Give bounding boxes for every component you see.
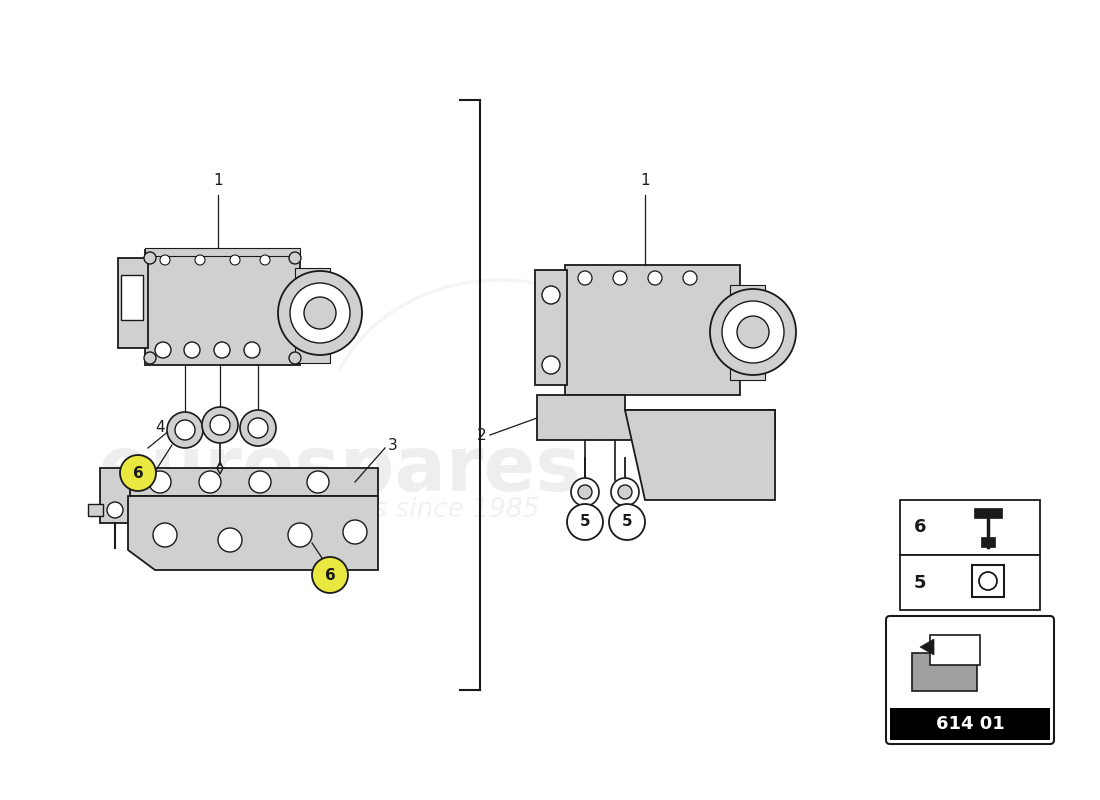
Circle shape	[542, 286, 560, 304]
Bar	[972, 565, 1004, 597]
Text: 5: 5	[580, 514, 591, 530]
Circle shape	[307, 471, 329, 493]
Circle shape	[199, 471, 221, 493]
Circle shape	[566, 504, 603, 540]
Bar	[730, 285, 764, 380]
Text: 4: 4	[155, 419, 165, 434]
Circle shape	[195, 255, 205, 265]
Bar	[128, 468, 378, 496]
Circle shape	[214, 342, 230, 358]
Circle shape	[571, 478, 600, 506]
Circle shape	[542, 356, 560, 374]
Circle shape	[160, 255, 170, 265]
Bar	[981, 537, 996, 547]
Circle shape	[184, 342, 200, 358]
Circle shape	[578, 485, 592, 499]
Circle shape	[218, 528, 242, 552]
Circle shape	[312, 557, 348, 593]
Circle shape	[175, 420, 195, 440]
Circle shape	[244, 342, 260, 358]
Circle shape	[230, 255, 240, 265]
Circle shape	[210, 415, 230, 435]
Text: 1: 1	[640, 173, 650, 188]
Bar	[295, 268, 330, 363]
Polygon shape	[537, 395, 775, 440]
Circle shape	[722, 301, 784, 363]
Bar	[145, 250, 300, 365]
Text: 6: 6	[133, 466, 143, 481]
Text: 6: 6	[914, 518, 926, 537]
Circle shape	[148, 471, 170, 493]
Circle shape	[248, 418, 268, 438]
Text: 3: 3	[388, 438, 398, 454]
Polygon shape	[128, 496, 378, 570]
Bar	[890, 708, 1050, 740]
Circle shape	[578, 271, 592, 285]
Text: 2: 2	[477, 427, 487, 442]
Circle shape	[343, 520, 367, 544]
Circle shape	[648, 271, 662, 285]
Circle shape	[290, 283, 350, 343]
Circle shape	[289, 252, 301, 264]
Circle shape	[240, 410, 276, 446]
Circle shape	[249, 471, 271, 493]
Bar	[88, 504, 103, 516]
Polygon shape	[625, 410, 776, 500]
Text: 5: 5	[621, 514, 632, 530]
Circle shape	[683, 271, 697, 285]
Circle shape	[618, 485, 632, 499]
Circle shape	[610, 478, 639, 506]
FancyBboxPatch shape	[886, 616, 1054, 744]
Bar	[121, 275, 143, 320]
Text: 5: 5	[914, 574, 926, 591]
Circle shape	[737, 316, 769, 348]
Circle shape	[153, 523, 177, 547]
Circle shape	[278, 271, 362, 355]
Bar	[535, 270, 566, 385]
Circle shape	[609, 504, 645, 540]
Bar	[912, 653, 977, 691]
Circle shape	[304, 297, 336, 329]
Bar	[565, 265, 740, 395]
Circle shape	[710, 289, 796, 375]
Circle shape	[613, 271, 627, 285]
Bar	[145, 248, 300, 256]
Circle shape	[167, 412, 204, 448]
Circle shape	[107, 502, 123, 518]
Circle shape	[289, 352, 301, 364]
Bar	[974, 508, 1002, 518]
Bar	[930, 635, 980, 665]
Text: 6: 6	[324, 567, 336, 582]
Circle shape	[979, 572, 997, 590]
Bar	[118, 258, 148, 348]
Text: 614 01: 614 01	[936, 715, 1004, 733]
Circle shape	[120, 455, 156, 491]
Bar	[900, 500, 1040, 555]
Bar	[100, 468, 130, 523]
Text: 1: 1	[213, 173, 223, 188]
Circle shape	[260, 255, 270, 265]
Circle shape	[288, 523, 312, 547]
Circle shape	[202, 407, 238, 443]
Polygon shape	[920, 639, 934, 655]
Circle shape	[144, 252, 156, 264]
Circle shape	[144, 352, 156, 364]
Text: eurospares: eurospares	[99, 433, 582, 507]
Bar	[900, 555, 1040, 610]
Circle shape	[155, 342, 170, 358]
Text: a passion for parts since 1985: a passion for parts since 1985	[141, 497, 539, 523]
